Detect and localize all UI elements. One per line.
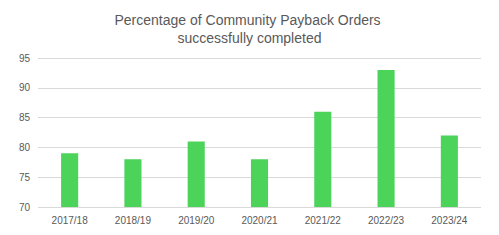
svg-text:85: 85 <box>19 112 31 123</box>
svg-text:2022/23: 2022/23 <box>368 215 405 226</box>
svg-text:2019/20: 2019/20 <box>178 215 215 226</box>
svg-text:2021/22: 2021/22 <box>305 215 342 226</box>
svg-text:successfully completed: successfully completed <box>178 30 322 46</box>
svg-text:2020/21: 2020/21 <box>241 215 278 226</box>
svg-text:90: 90 <box>19 82 31 93</box>
svg-text:2018/19: 2018/19 <box>115 215 152 226</box>
svg-text:95: 95 <box>19 53 31 64</box>
svg-text:75: 75 <box>19 172 31 183</box>
svg-text:70: 70 <box>19 202 31 213</box>
svg-text:2023/24: 2023/24 <box>431 215 468 226</box>
svg-text:Percentage of Community Paybac: Percentage of Community Payback Orders <box>114 12 384 28</box>
svg-text:2017/18: 2017/18 <box>52 215 89 226</box>
svg-text:80: 80 <box>19 142 31 153</box>
